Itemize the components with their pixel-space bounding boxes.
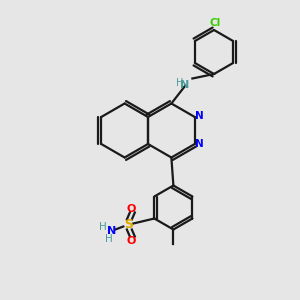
Text: H: H bbox=[100, 223, 107, 232]
Text: O: O bbox=[127, 236, 136, 245]
Text: N: N bbox=[195, 111, 204, 121]
Text: S: S bbox=[124, 218, 133, 231]
Text: N: N bbox=[180, 80, 189, 89]
Text: Cl: Cl bbox=[209, 18, 220, 28]
Text: H: H bbox=[106, 235, 113, 244]
Text: N: N bbox=[107, 226, 116, 236]
Text: H: H bbox=[176, 79, 183, 88]
Text: O: O bbox=[127, 203, 136, 214]
Text: N: N bbox=[195, 139, 204, 149]
